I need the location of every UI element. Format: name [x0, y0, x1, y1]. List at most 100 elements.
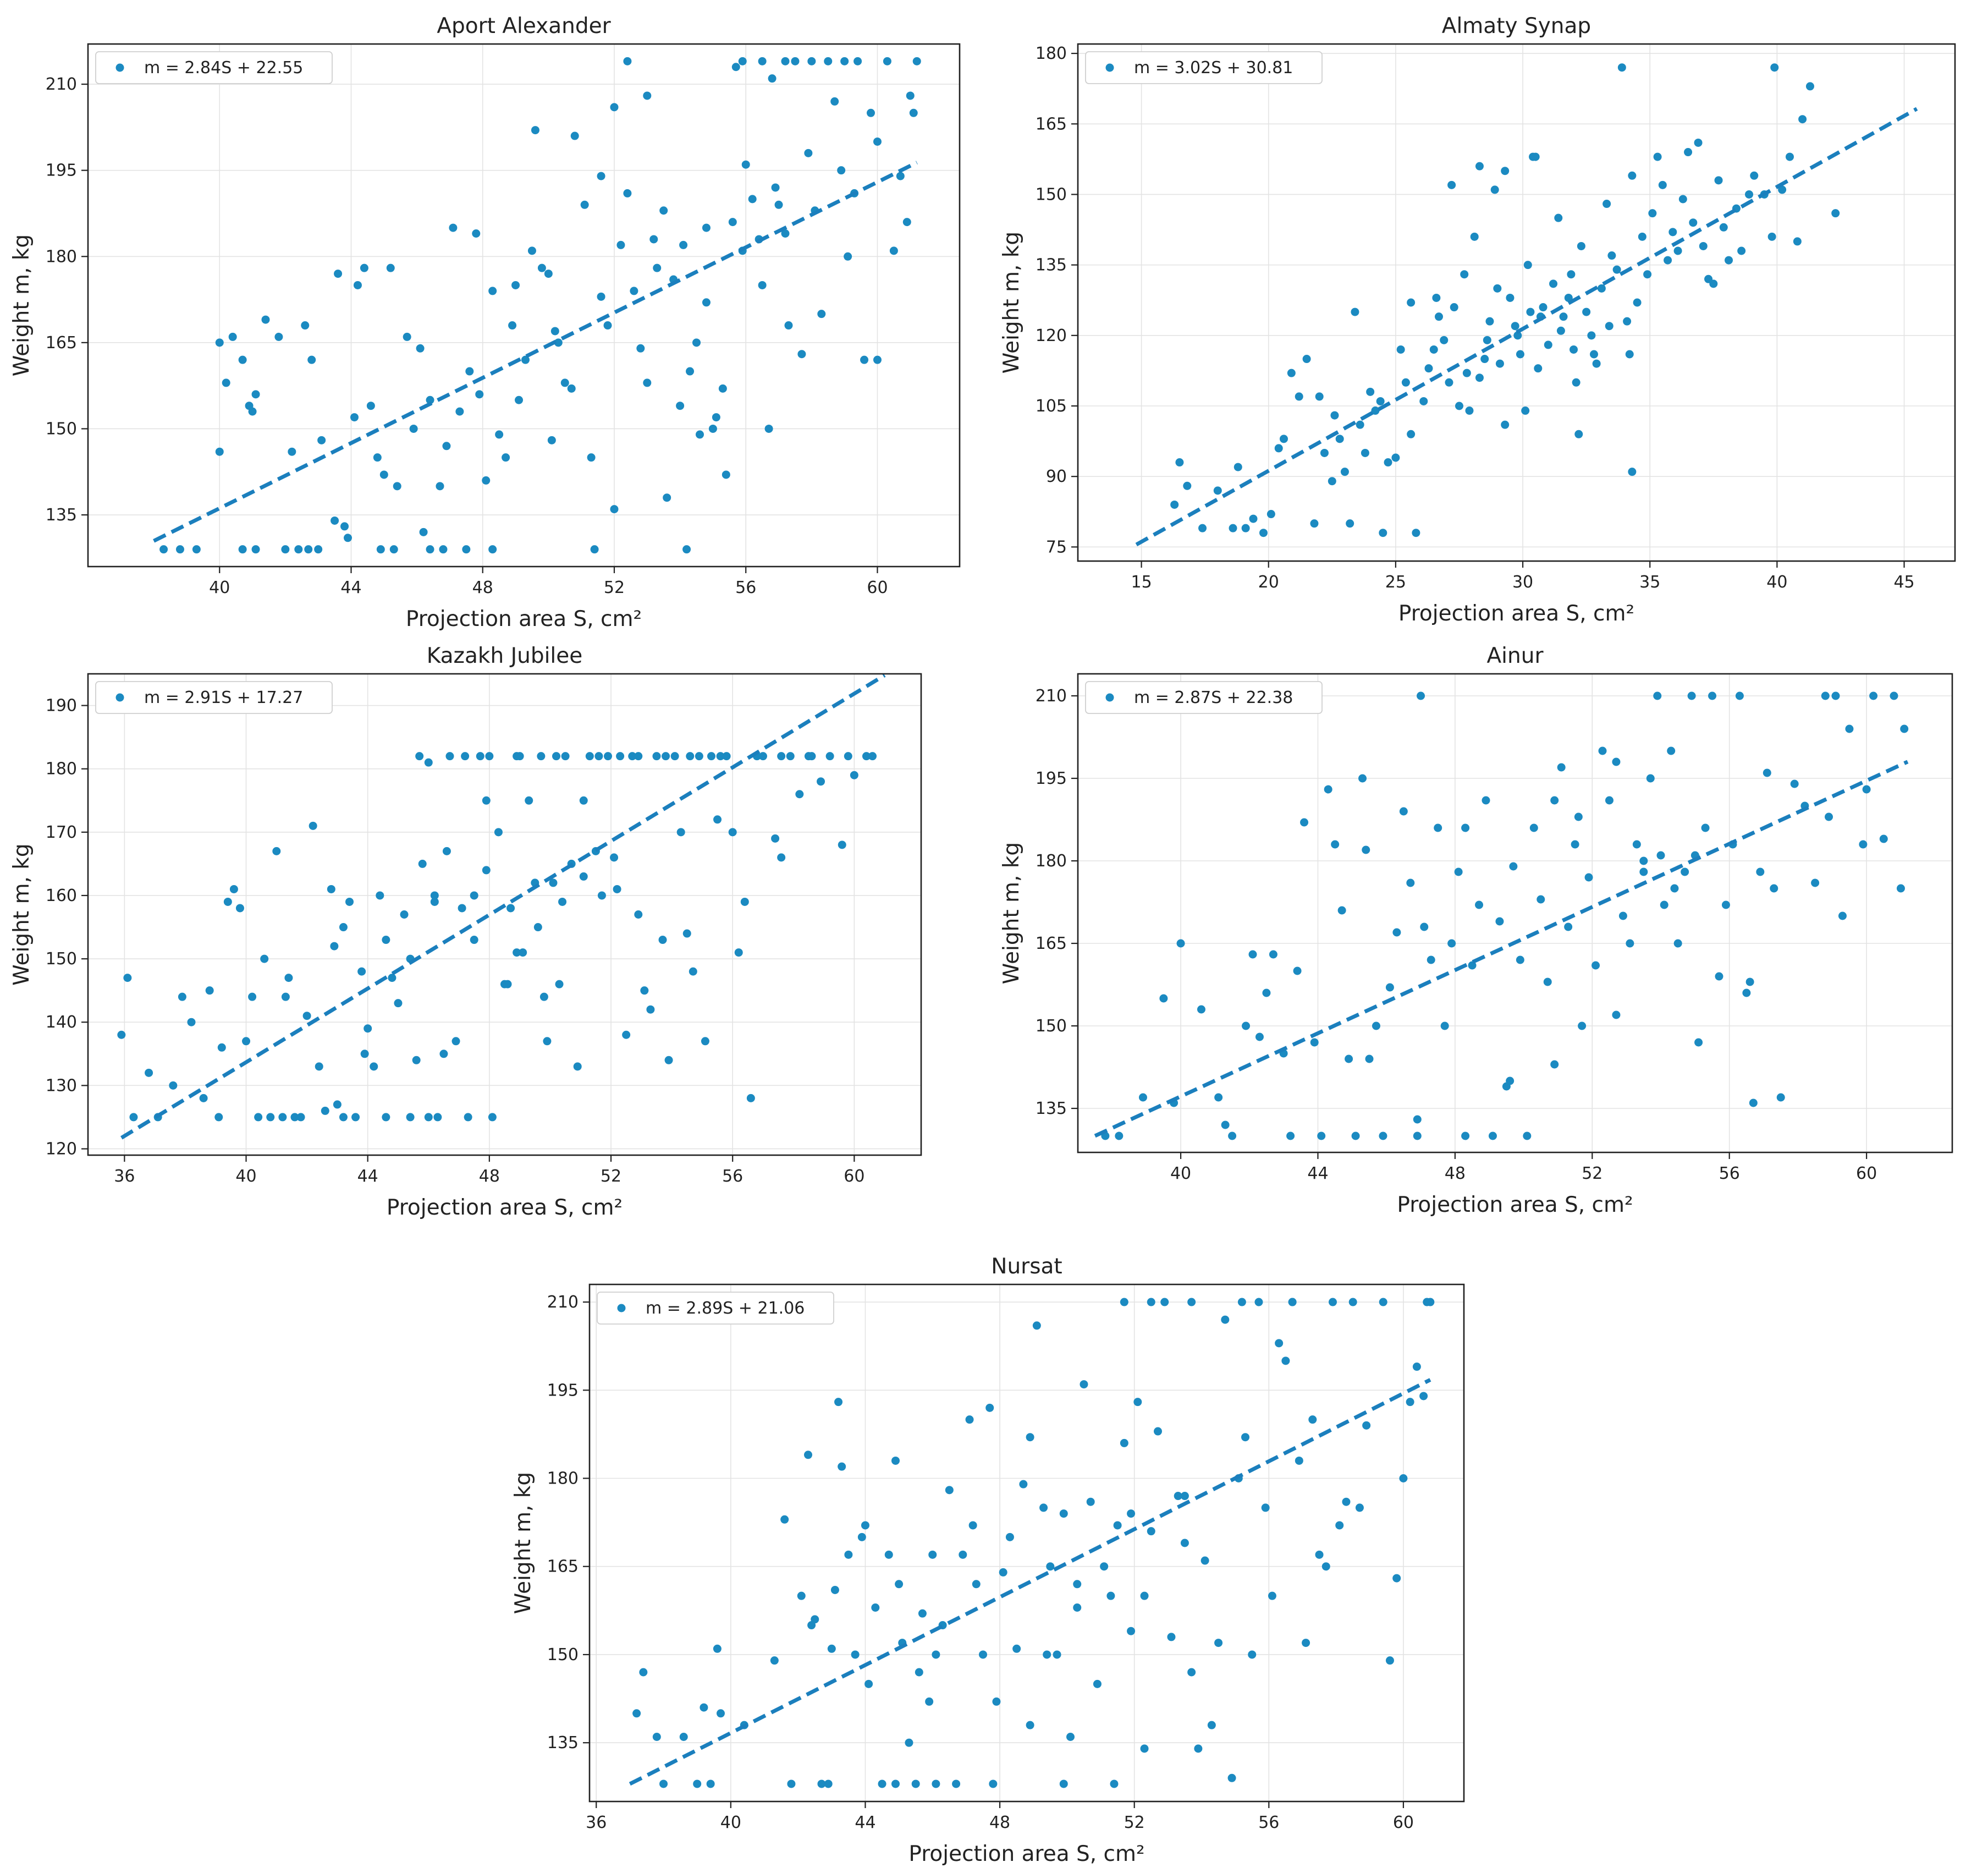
- scatter-point: [1086, 1497, 1095, 1506]
- scatter-point: [1308, 1415, 1317, 1424]
- scatter-point: [370, 1062, 378, 1071]
- scatter-point: [1407, 298, 1416, 307]
- scatter-point: [393, 482, 401, 491]
- x-axis-label: Projection area S, cm²: [406, 607, 642, 631]
- scatter-point: [653, 263, 662, 272]
- scatter-point: [1214, 1639, 1223, 1647]
- scatter-point: [1480, 355, 1489, 364]
- scatter-point: [178, 992, 186, 1001]
- scatter-point: [1348, 1298, 1357, 1306]
- scatter-point: [1523, 261, 1532, 270]
- scatter-point: [1567, 270, 1576, 279]
- axes-frame: [87, 673, 922, 1156]
- scatter-point: [623, 189, 632, 197]
- scatter-point: [1371, 407, 1380, 415]
- scatter-point: [1721, 900, 1730, 909]
- scatter-point: [1900, 724, 1909, 733]
- scatter-point: [175, 545, 184, 554]
- scatter-point: [462, 545, 471, 554]
- scatter-point: [972, 1580, 981, 1589]
- x-tick-label: 60: [1856, 1164, 1877, 1183]
- scatter-point: [117, 1030, 126, 1039]
- scatter-point: [1785, 152, 1794, 161]
- scatter-point: [1461, 823, 1470, 832]
- scatter-point: [692, 338, 701, 347]
- scatter-point: [771, 183, 780, 192]
- scatter-point: [1742, 988, 1751, 997]
- y-tick-label: 140: [46, 1013, 77, 1032]
- scatter-point: [334, 270, 343, 278]
- scatter-point: [1618, 911, 1627, 920]
- plot-area: 40 44 48 52 56 60 135 150 165 180 195 210 Ainur Proje…: [999, 644, 1953, 1217]
- scatter-point: [718, 384, 727, 393]
- scatter-point: [1200, 1556, 1209, 1565]
- scatter-point: [1227, 1773, 1236, 1782]
- scatter-point: [616, 240, 625, 249]
- scatter-point: [472, 229, 481, 238]
- scatter-point: [636, 344, 645, 353]
- scatter-point: [222, 378, 230, 387]
- scatter-point: [272, 847, 281, 855]
- legend-box: [95, 51, 333, 84]
- scatter-point: [652, 1733, 661, 1741]
- legend-box: [597, 1292, 834, 1325]
- scatter-point: [1059, 1779, 1068, 1788]
- scatter-point: [503, 980, 512, 988]
- x-axis-label: Projection area S, cm²: [908, 1842, 1144, 1866]
- scatter-point: [1735, 691, 1744, 700]
- scatter-point: [214, 1113, 223, 1122]
- scatter-point: [850, 771, 858, 779]
- scatter-point: [1279, 435, 1288, 443]
- scatter-point: [1160, 1298, 1169, 1306]
- scatter-point: [1513, 331, 1522, 340]
- scatter-point: [570, 131, 579, 140]
- scatter-point: [1638, 232, 1646, 241]
- y-tick-label: 150: [1036, 1017, 1067, 1036]
- scatter-point: [579, 796, 588, 805]
- scatter-point: [1288, 1298, 1297, 1306]
- scatter-point: [1424, 364, 1433, 373]
- legend-box: [1085, 681, 1323, 714]
- scatter-point: [827, 1644, 836, 1653]
- scatter-point: [1372, 1021, 1380, 1030]
- x-tick-label: 48: [479, 1167, 500, 1186]
- legend: m = 2.91S + 17.27: [95, 681, 333, 714]
- scatter-point: [533, 923, 542, 932]
- scatter-point: [281, 992, 290, 1001]
- scatter-point: [1574, 430, 1583, 438]
- y-tick-label: 150: [46, 949, 77, 969]
- scatter-point: [1259, 529, 1268, 537]
- scatter-point: [1221, 1120, 1230, 1129]
- x-axis-label: Projection area S, cm²: [1397, 1193, 1633, 1217]
- scatter-point: [1302, 1639, 1310, 1647]
- scatter-point: [1521, 407, 1530, 415]
- legend: m = 2.84S + 22.55: [95, 51, 333, 84]
- x-tick-label: 48: [1445, 1164, 1466, 1183]
- scatter-point: [883, 57, 891, 65]
- scatter-point: [1361, 448, 1369, 457]
- scatter-point: [1607, 251, 1616, 260]
- x-tick-label: 56: [1719, 1164, 1740, 1183]
- x-tick-label: 40: [1766, 573, 1787, 592]
- scatter-point: [1406, 1398, 1414, 1407]
- scatter-point: [1501, 167, 1510, 175]
- scatter-point: [1756, 867, 1765, 876]
- x-tick-label: 35: [1639, 573, 1660, 592]
- regression-line: [1135, 107, 1918, 547]
- x-tick-label: 52: [1124, 1813, 1145, 1832]
- scatter-point: [1043, 1650, 1051, 1659]
- scatter-point: [663, 493, 671, 502]
- scatter-point: [1605, 322, 1613, 331]
- scatter-point: [807, 1621, 816, 1630]
- scatter-point: [339, 923, 348, 932]
- scatter-point: [1286, 1132, 1295, 1140]
- scatter-point: [315, 1062, 323, 1071]
- scatter-point: [1763, 768, 1771, 777]
- scatter-point: [1612, 265, 1621, 274]
- scatter-point: [1699, 241, 1708, 250]
- x-tick-label: 48: [989, 1813, 1010, 1832]
- scatter-point: [416, 344, 425, 353]
- scatter-point: [659, 1779, 668, 1788]
- scatter-point: [1420, 922, 1429, 931]
- legend: m = 2.89S + 21.06: [597, 1292, 834, 1325]
